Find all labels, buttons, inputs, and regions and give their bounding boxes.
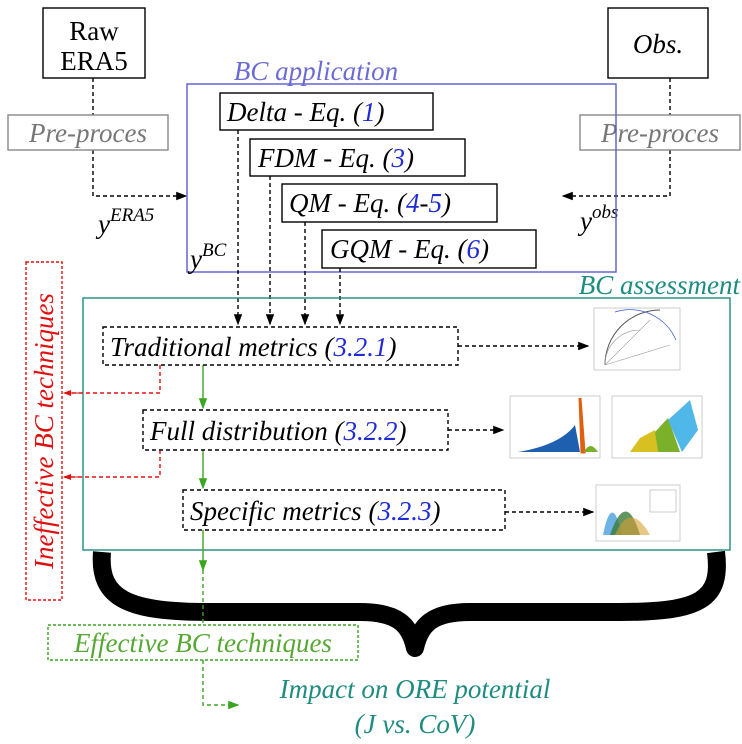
text-part: 5 (428, 188, 442, 218)
text-part: 3.2.1 (333, 332, 388, 362)
fail-arrow (64, 365, 161, 478)
method-label: FDM - Eq. (3) (257, 143, 414, 173)
obs-box (607, 7, 709, 79)
text-part: ) (403, 143, 414, 173)
signal-label: yBC (187, 240, 227, 274)
text-part: ) (386, 332, 397, 362)
text-part: Full distribution ( (149, 416, 346, 446)
preprocess-box (579, 114, 741, 151)
step-label: Full distribution (3.2.2) (149, 416, 407, 446)
text-part: ) (429, 496, 440, 526)
text-part: Delta - Eq. ( (226, 97, 364, 127)
preprocess-box (7, 114, 169, 151)
step-box (102, 326, 459, 366)
text-part: 1 (362, 97, 376, 127)
text-part: 3.2.2 (343, 416, 398, 446)
method-box (281, 183, 498, 223)
text-part: y (187, 244, 202, 274)
text-part: 6 (466, 234, 480, 264)
impact-label: Impact on ORE potential (279, 674, 551, 704)
text-part: ) (440, 188, 451, 218)
method-label: QM - Eq. (4-5) (289, 188, 451, 218)
text-part: 3 (390, 143, 405, 173)
impact-label: (J vs. CoV) (355, 709, 476, 739)
pass-arrow (202, 570, 238, 705)
flow-arrow (563, 78, 671, 196)
brace (92, 550, 726, 657)
preprocess-label: Pre-proces (600, 118, 719, 148)
method-box (321, 229, 537, 269)
application-title: BC application (234, 56, 398, 86)
text-part: Specific metrics ( (190, 496, 379, 526)
ineffective-label: Ineffective BC techniques (29, 293, 59, 570)
text-part: ) (478, 234, 489, 264)
text-part: QM - Eq. ( (289, 188, 408, 218)
effective-label: Effective BC techniques (73, 628, 332, 658)
signal-label: yobs (577, 202, 618, 236)
text-part: 3.2.3 (376, 496, 431, 526)
text-part: GQM - Eq. ( (330, 234, 468, 264)
text-part: ) (373, 97, 384, 127)
step-label: Specific metrics (3.2.3) (190, 496, 440, 526)
signal-label: yERA5 (95, 205, 154, 239)
method-box (249, 138, 466, 177)
raw-label: ERA5 (60, 46, 128, 76)
pdf-thumbnail (595, 484, 681, 542)
flow-arrow (92, 78, 186, 196)
step-label: Traditional metrics (3.2.1) (110, 332, 397, 362)
text-part: BC (202, 240, 227, 261)
obs-label: Obs. (633, 29, 683, 59)
assessment-box (82, 297, 731, 551)
effective-box (47, 624, 359, 661)
text-part: - (419, 188, 428, 218)
ineffective-box (25, 261, 63, 601)
text-part: y (577, 206, 592, 236)
text-part: obs (592, 202, 618, 223)
text-part: 4 (406, 188, 420, 218)
raw-box (42, 7, 146, 79)
taylor-thumbnail (593, 307, 681, 371)
text-part: ERA5 (109, 205, 154, 226)
text-part: y (95, 209, 110, 239)
preprocess-label: Pre-proces (28, 118, 147, 148)
text-part: ) (396, 416, 407, 446)
raw-label: Raw (69, 16, 119, 46)
distribution-thumbnail (509, 395, 601, 459)
text-part: Traditional metrics ( (110, 332, 336, 362)
step-box (182, 489, 506, 531)
method-label: GQM - Eq. (6) (330, 234, 489, 264)
method-label: Delta - Eq. (1) (226, 97, 384, 127)
method-box (219, 92, 434, 131)
application-box (186, 83, 617, 273)
text-part: FDM - Eq. ( (257, 143, 393, 173)
scatter-thumbnail (611, 395, 703, 459)
assessment-title: BC assessment (579, 270, 742, 300)
